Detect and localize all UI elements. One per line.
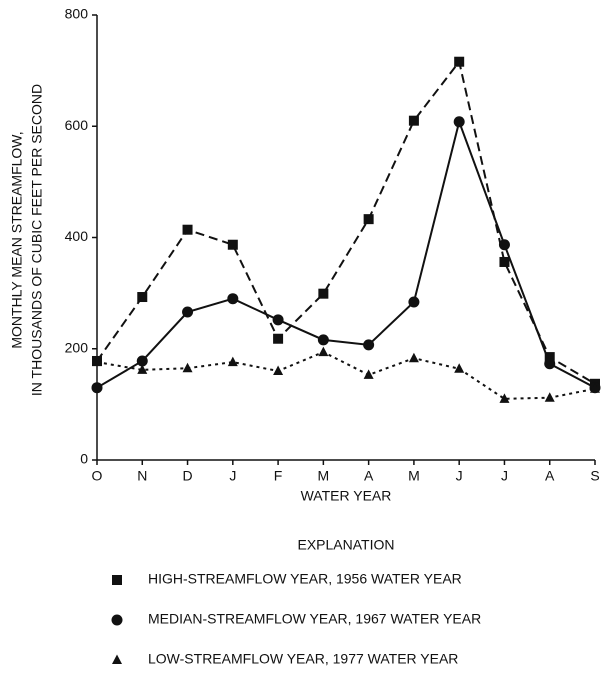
marker [137,364,148,374]
legend-label: HIGH-STREAMFLOW YEAR, 1956 WATER YEAR [148,571,462,587]
legend-marker [112,575,122,585]
series-line [96,118,596,389]
marker [408,115,419,126]
marker [544,392,555,402]
marker [227,239,238,250]
y-tick-label: 400 [65,228,89,244]
x-tick-label: A [545,468,555,484]
marker [453,116,465,128]
x-tick-label: J [456,468,463,484]
legend-marker [112,654,122,664]
marker [92,356,102,367]
marker [272,314,284,326]
marker [273,365,284,375]
legend-label: MEDIAN-STREAMFLOW YEAR, 1967 WATER YEAR [148,611,481,627]
marker [408,296,420,308]
marker [499,256,510,267]
x-tick-label: A [364,468,374,484]
x-tick-label: F [274,468,283,484]
x-tick-label: D [182,468,192,484]
y-tick-label: 800 [65,6,89,22]
x-tick-label: J [501,468,508,484]
y-axis-label: IN THOUSANDS OF CUBIC FEET PER SECOND [29,84,45,396]
legend-title: EXPLANATION [298,537,395,553]
x-tick-label: J [229,468,236,484]
series-line [96,59,596,385]
x-tick-label: N [137,468,147,484]
y-tick-label: 200 [65,339,89,355]
marker [363,214,374,225]
marker [136,355,148,367]
x-axis-label: WATER YEAR [301,488,392,504]
legend-label: LOW-STREAMFLOW YEAR, 1977 WATER YEAR [148,651,458,667]
marker [498,239,510,251]
marker [454,363,465,373]
marker [137,292,148,303]
marker [91,382,103,394]
marker [318,346,329,357]
x-tick-label: M [318,468,330,484]
marker [182,362,193,373]
marker [273,333,284,344]
x-tick-label: S [590,468,599,484]
y-tick-label: 600 [65,117,89,133]
marker [499,393,510,403]
marker [408,352,419,363]
marker [454,56,465,67]
marker [544,358,556,370]
x-tick-label: O [92,468,103,484]
marker [182,224,193,235]
legend-marker [111,614,123,626]
marker [317,334,329,346]
marker [363,339,375,351]
marker [318,288,329,299]
marker [544,352,555,363]
y-tick-label: 0 [80,451,88,467]
marker [182,306,194,318]
marker [363,369,374,379]
marker [227,293,239,305]
series-line [96,350,596,400]
marker [227,356,238,367]
y-axis-label: MONTHLY MEAN STREAMFLOW, [9,131,25,348]
x-tick-label: M [408,468,420,484]
marker [590,383,600,393]
